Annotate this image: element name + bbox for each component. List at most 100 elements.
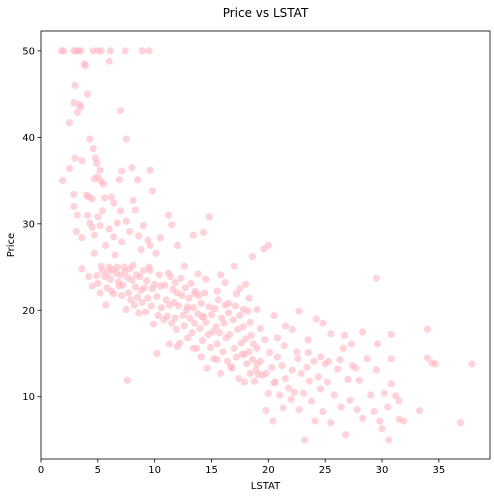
data-point	[86, 135, 94, 143]
data-point	[138, 47, 146, 55]
data-point	[240, 350, 249, 358]
data-point	[327, 419, 335, 427]
data-point	[339, 344, 347, 352]
data-point	[156, 234, 164, 242]
data-point	[346, 396, 354, 404]
data-point	[148, 187, 156, 195]
data-point	[197, 299, 205, 307]
data-point	[303, 363, 311, 371]
data-point	[384, 403, 392, 411]
data-point	[288, 325, 296, 333]
data-point	[84, 90, 92, 98]
data-point	[116, 106, 125, 115]
data-point	[78, 265, 86, 273]
data-point	[278, 362, 286, 370]
data-point	[373, 340, 382, 348]
data-point	[173, 241, 182, 250]
data-point	[415, 406, 424, 415]
data-point	[400, 417, 408, 425]
data-point	[251, 377, 259, 385]
data-point	[215, 329, 224, 337]
data-point	[180, 322, 188, 330]
data-point	[352, 364, 360, 372]
data-point	[336, 355, 344, 364]
data-point	[314, 373, 322, 381]
x-tick-label: 25	[319, 465, 332, 476]
data-point	[139, 221, 147, 230]
data-point	[280, 342, 288, 350]
data-point	[70, 202, 78, 211]
data-point	[187, 279, 195, 288]
data-point	[228, 364, 236, 372]
data-point	[93, 159, 101, 167]
data-point	[236, 311, 244, 320]
data-point	[456, 419, 465, 427]
data-point	[110, 290, 118, 298]
data-point	[102, 301, 110, 309]
data-point	[301, 436, 309, 444]
data-point	[246, 369, 254, 377]
data-point	[173, 343, 182, 351]
data-point	[119, 281, 127, 289]
data-point	[177, 274, 185, 282]
data-point	[317, 353, 325, 361]
data-point	[190, 290, 199, 298]
data-point	[347, 340, 355, 348]
data-point	[253, 344, 261, 352]
data-point	[273, 334, 282, 342]
data-point	[188, 329, 196, 337]
data-point	[94, 279, 102, 288]
data-point	[73, 108, 81, 116]
data-point	[205, 303, 213, 311]
data-point	[239, 323, 247, 331]
data-point	[179, 311, 187, 320]
data-point	[355, 376, 363, 384]
data-point	[363, 355, 371, 363]
x-tick-label: 30	[376, 465, 389, 476]
data-point	[140, 284, 149, 292]
data-point	[344, 375, 352, 384]
data-point	[220, 319, 228, 327]
data-point	[126, 228, 134, 236]
data-point	[70, 99, 78, 107]
data-point	[323, 378, 332, 386]
data-point	[93, 272, 101, 280]
data-point	[380, 389, 388, 397]
data-point	[88, 282, 96, 290]
data-point	[310, 357, 318, 365]
data-point	[174, 302, 183, 310]
data-point	[113, 219, 121, 227]
data-point	[295, 406, 303, 414]
data-point	[387, 355, 395, 363]
data-point	[102, 241, 110, 250]
data-point	[65, 119, 74, 127]
data-point	[118, 167, 126, 175]
data-point	[136, 272, 144, 281]
data-point	[105, 57, 113, 65]
data-point	[141, 308, 150, 316]
data-point	[232, 290, 241, 298]
data-point	[311, 417, 319, 425]
data-point	[99, 180, 108, 188]
data-point	[236, 285, 244, 293]
data-point	[232, 353, 241, 361]
data-point	[290, 388, 299, 397]
data-point	[59, 176, 67, 185]
data-point	[243, 360, 251, 368]
data-point	[367, 391, 375, 399]
data-point	[96, 166, 104, 174]
data-point	[294, 355, 302, 363]
data-point	[293, 348, 301, 356]
data-point	[213, 355, 221, 364]
data-point	[237, 339, 245, 347]
data-point	[304, 336, 312, 344]
x-tick-label: 5	[95, 465, 101, 476]
data-point	[423, 325, 432, 333]
data-point	[262, 406, 270, 415]
data-point	[235, 374, 243, 383]
y-tick-label: 10	[22, 392, 35, 403]
data-point	[395, 397, 403, 405]
data-point	[78, 234, 86, 242]
data-point	[89, 144, 97, 153]
data-point	[165, 340, 174, 348]
